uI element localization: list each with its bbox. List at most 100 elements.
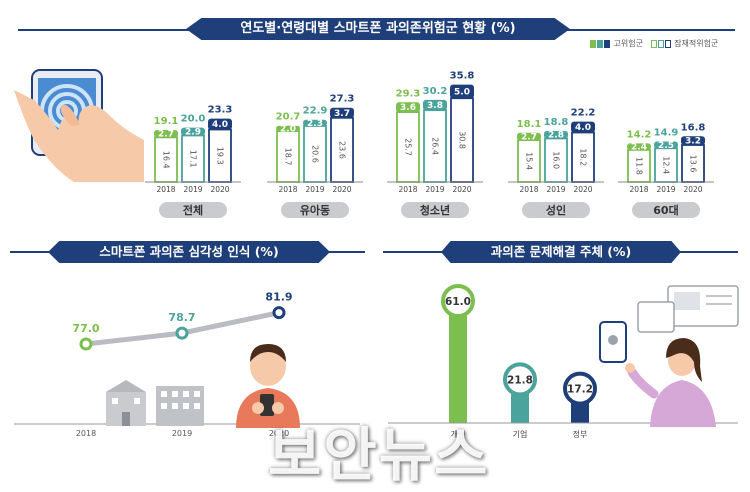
year-tick-label: 2020 [269,429,289,438]
chart2-title: 스마트폰 과의존 심각성 인식 (%) [48,241,330,263]
solution-bar-cap [441,284,475,318]
awareness-point [175,326,189,340]
bar-high [423,99,447,111]
high-value-label: 2.9 [185,128,201,138]
group-pill [159,202,227,218]
year-tick-label: 2020 [332,185,351,194]
high-value-label: 2.7 [158,130,174,140]
solution-category-label: 정부 [573,429,588,439]
year-tick-label: 2018 [76,429,96,438]
chart1-title: 연도별·연령대별 스마트폰 과의존위험군 현황 (%) [186,18,570,40]
high-value-label: 2.0 [280,124,296,134]
chart3-title: 과의존 문제해결 주체 (%) [441,241,681,263]
year-tick-label: 2020 [452,185,471,194]
top-rule-left [18,29,198,31]
bar-high [396,102,420,113]
potential-value-label: 18.2 [579,148,588,166]
solution-value-label: 61.0 [445,296,471,308]
group-pill [281,202,349,218]
total-value-label: 18.1 [517,119,542,130]
solution-bar-cap [563,371,597,406]
potential-value-label: 25.7 [404,138,413,156]
high-value-label: 3.7 [334,109,350,119]
bar-high [517,132,541,141]
total-value-label: 22.2 [571,108,596,119]
awareness-value-label: 77.0 [72,322,99,335]
year-tick-label: 2019 [305,185,324,194]
legend-high: 고위험군 [613,39,643,48]
potential-value-label: 18.7 [284,148,293,166]
group-name-label: 성인 [546,203,566,217]
woman-presenter-illustration [599,285,739,427]
awareness-value-label: 78.7 [168,311,195,324]
bar-high [654,141,678,149]
total-value-label: 19.1 [154,116,179,127]
high-value-label: 3.8 [427,101,443,111]
top-rule-right [560,29,735,31]
high-value-label: 2.8 [548,131,564,141]
awareness-point [272,306,286,320]
awareness-value-label: 81.9 [265,291,292,304]
bar-high [681,136,705,146]
potential-value-label: 19.3 [216,147,225,165]
high-value-label: 2.4 [631,143,647,153]
high-value-label: 4.0 [212,120,228,130]
bar-high [208,118,232,130]
potential-value-label: 20.6 [311,145,320,163]
high-value-label: 3.6 [400,103,416,113]
solution-value-label: 21.8 [507,374,533,386]
solution-category-label: 개인 [451,429,466,439]
group-name-label: 청소년 [420,203,450,217]
total-value-label: 14.2 [627,129,652,140]
potential-value-label: 15.4 [525,152,534,170]
bar-high [450,84,474,99]
potential-value-label: 17.1 [189,150,198,168]
year-tick-label: 2018 [278,185,297,194]
bar-high [154,130,178,138]
high-value-label: 2.5 [658,141,674,151]
chart1-legend: 고위험군 잠재적위험군 [590,38,718,49]
year-tick-label: 2019 [183,185,202,194]
awareness-point [79,337,93,351]
bar-high [303,119,327,126]
total-value-label: 23.3 [208,105,233,116]
potential-value-label: 11.8 [635,157,644,175]
buildings-illustration [106,380,204,426]
total-value-label: 30.2 [423,86,448,97]
legend-potential: 잠재적위험군 [674,39,719,48]
year-tick-label: 2019 [172,429,192,438]
year-tick-label: 2019 [425,185,444,194]
potential-value-label: 16.4 [162,151,171,169]
bar-high [627,143,651,150]
total-value-label: 20.7 [276,112,301,123]
solution-bar [449,301,467,423]
bar-high [330,107,354,118]
potential-value-label: 26.4 [431,137,440,155]
total-value-label: 20.0 [181,114,206,125]
year-tick-label: 2018 [519,185,538,194]
bar-high [571,121,595,133]
potential-value-label: 23.6 [338,141,347,159]
potential-value-label: 12.4 [662,156,671,174]
group-name-label: 유아동 [300,203,330,217]
total-value-label: 35.8 [450,71,475,82]
total-value-label: 22.9 [303,106,328,117]
potential-value-label: 30.8 [458,131,467,149]
year-tick-label: 2019 [546,185,565,194]
year-tick-label: 2020 [683,185,702,194]
total-value-label: 29.3 [396,88,421,99]
potential-value-label: 16.0 [552,151,561,169]
year-tick-label: 2018 [629,185,648,194]
year-tick-label: 2019 [656,185,675,194]
bar-high [181,127,205,136]
group-pill [632,202,700,218]
person-with-phone-illustration [236,344,300,428]
total-value-label: 14.9 [654,127,679,138]
year-tick-label: 2018 [398,185,417,194]
solution-category-label: 기업 [513,430,528,439]
bar-high [276,125,300,132]
group-pill [522,202,590,218]
group-name-label: 전체 [183,203,203,217]
